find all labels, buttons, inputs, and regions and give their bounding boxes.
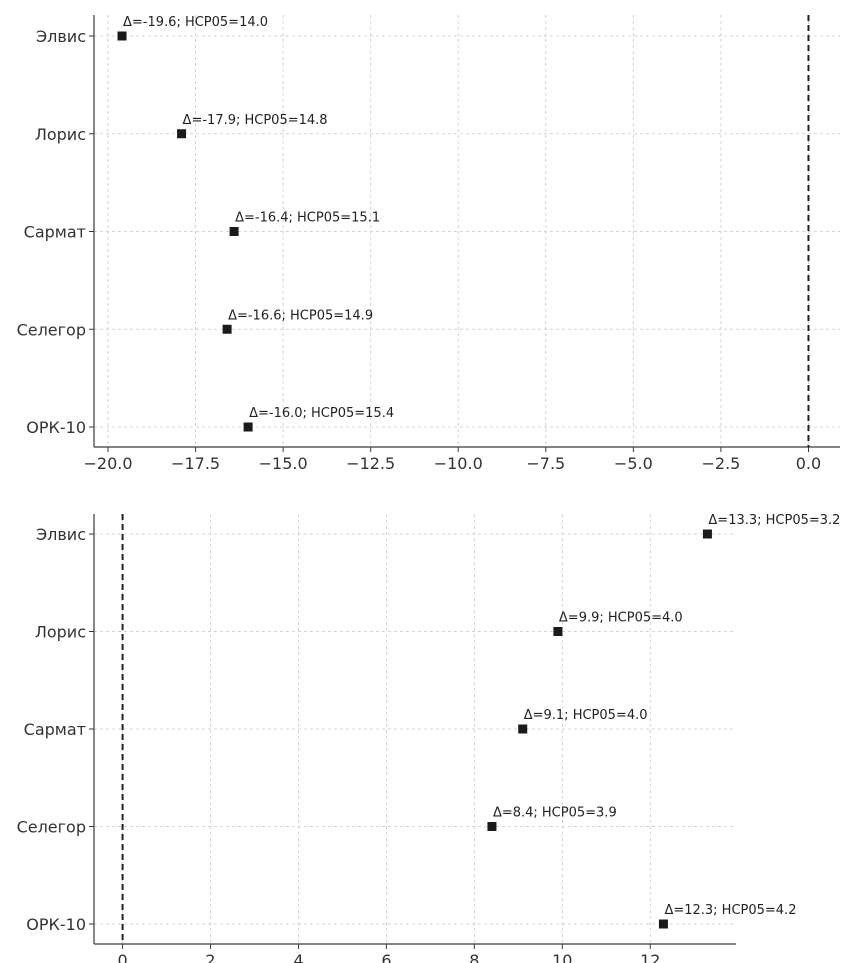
- data-point: [702, 529, 712, 539]
- y-tick-label: ОРК-10: [26, 915, 86, 934]
- y-tick-label: Сармат: [24, 223, 86, 242]
- x-tick-label: 0.0: [796, 454, 821, 473]
- x-tick-label: −15.0: [259, 454, 308, 473]
- data-label: Δ=-16.0; НСР05=15.4: [249, 406, 394, 421]
- data-point: [243, 422, 253, 432]
- panel-1: −20.0 −17.5 −15.0 −12.5 −10.0 −7.5 −5.0 −2.5 0.0…: [17, 15, 840, 473]
- data-label: Δ=13.3; НСР05=3.2: [708, 513, 840, 528]
- y-tick-label: Селегор: [17, 818, 86, 837]
- x-tick-label: −2.5: [701, 454, 740, 473]
- data-label: Δ=-16.4; НСР05=15.1: [235, 211, 380, 226]
- x-tick-label: −17.5: [171, 454, 220, 473]
- data-label: Δ=-19.6; НСР05=14.0: [123, 15, 268, 30]
- y-tick-label: Селегор: [17, 320, 86, 339]
- data-label: Δ=9.1; НСР05=4.0: [524, 708, 648, 723]
- x-tick-label: 4: [293, 951, 303, 963]
- data-label: Δ=-17.9; НСР05=14.8: [183, 113, 328, 128]
- x-tick-label: −7.5: [526, 454, 565, 473]
- data-point: [553, 627, 563, 636]
- y-tick-label: ОРК-10: [26, 418, 86, 437]
- data-label: Δ=9.9; НСР05=4.0: [559, 611, 683, 626]
- x-tick-label: 2: [205, 951, 215, 963]
- data-point: [487, 822, 497, 831]
- x-tick-label: 6: [381, 951, 391, 963]
- data-label: Δ=12.3; НСР05=4.2: [664, 903, 796, 918]
- data-point: [518, 724, 528, 734]
- x-tick-label: −20.0: [83, 454, 132, 473]
- x-tick-label: 8: [469, 951, 479, 963]
- x-tick-label: −10.0: [434, 454, 483, 473]
- x-tick-label: 12: [640, 951, 660, 963]
- data-point: [229, 227, 239, 236]
- data-label: Δ=8.4; НСР05=3.9: [493, 806, 617, 821]
- data-point: [117, 31, 127, 41]
- x-tick-label: −12.5: [346, 454, 395, 473]
- data-label: Δ=-16.6; НСР05=14.9: [228, 308, 373, 323]
- data-point: [658, 919, 668, 929]
- data-point: [222, 324, 232, 334]
- panel-2: 0 2 4 6 8 10 12 Элвис Лорис Сармат Селегор ОРК-10 Δ=…: [17, 513, 841, 963]
- y-tick-label: Элвис: [36, 525, 86, 544]
- y-tick-label: Лорис: [35, 623, 86, 642]
- y-tick-label: Сармат: [24, 720, 86, 739]
- x-tick-label: 10: [552, 951, 572, 963]
- y-tick-label: Элвис: [36, 27, 86, 46]
- data-point: [177, 129, 187, 139]
- x-tick-label: 0: [117, 951, 127, 963]
- y-tick-label: Лорис: [35, 125, 86, 144]
- x-tick-label: −5.0: [614, 454, 653, 473]
